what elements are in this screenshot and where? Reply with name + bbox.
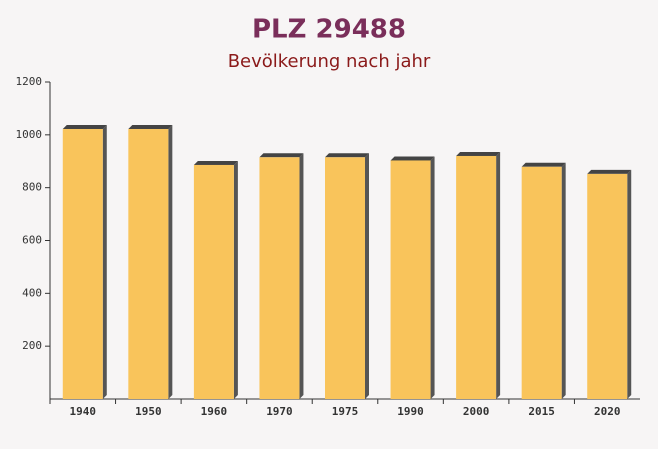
bar [193, 164, 234, 399]
x-tick-label: 1990 [397, 405, 424, 418]
bar-top [390, 156, 435, 161]
chart-title: PLZ 29488 [252, 15, 406, 45]
bar-side [299, 153, 304, 399]
bar [325, 157, 365, 399]
bar-top [456, 151, 501, 156]
x-tick-label: 1950 [135, 405, 162, 418]
bar-side [430, 156, 435, 399]
x-tick-label: 1940 [70, 405, 97, 418]
bar [456, 155, 497, 399]
bar-side [365, 153, 369, 399]
bar-side [233, 160, 238, 399]
x-tick-label: 1960 [201, 405, 228, 418]
bar [128, 129, 169, 399]
bar-top [521, 162, 566, 167]
bar-side [561, 162, 566, 399]
bar-top [193, 160, 238, 165]
bar-side [102, 125, 107, 399]
x-tick-label: 2020 [594, 405, 621, 418]
bar-top [587, 169, 632, 174]
y-tick-label: 600 [22, 234, 42, 247]
bar-top [128, 125, 173, 130]
bar [587, 173, 628, 399]
chart-subtitle: Bevölkerung nach jahr [228, 51, 431, 72]
x-tick-label: 1975 [332, 405, 359, 418]
y-tick-label: 800 [22, 181, 42, 194]
y-tick-label: 1200 [16, 75, 43, 88]
x-tick-label: 1970 [266, 405, 293, 418]
bar [390, 160, 431, 399]
bar-top [259, 153, 304, 158]
x-tick-label: 2015 [528, 405, 555, 418]
y-tick-label: 1000 [16, 128, 43, 141]
bar-side [496, 151, 501, 399]
bar-side [168, 125, 173, 399]
bar [62, 129, 103, 399]
bar [259, 157, 300, 399]
y-tick-label: 200 [22, 339, 42, 352]
x-tick-label: 2000 [463, 405, 490, 418]
bar-top [325, 153, 369, 158]
bar-side [627, 169, 632, 399]
bar [521, 166, 562, 399]
y-tick-label: 400 [22, 286, 42, 299]
bar-top [62, 125, 107, 130]
